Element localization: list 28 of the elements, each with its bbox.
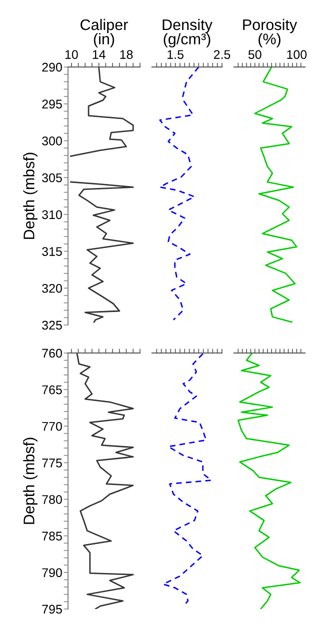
y-tick-label: 325 [42, 320, 62, 330]
x-tick-label: 2.5 [214, 50, 230, 59]
y-tick-label: 320 [42, 284, 62, 293]
y-tick-label: 315 [42, 247, 62, 256]
y-tick-label: 770 [42, 422, 62, 431]
y-tick-label: 300 [42, 136, 62, 146]
x-tick-label: 10 [65, 50, 78, 59]
y-axis-title: Depth (mbsf) [23, 438, 38, 524]
y-tick-label: 780 [42, 495, 62, 504]
y-axis-title: Depth (mbsf) [23, 152, 38, 239]
y-tick-label: 790 [42, 568, 62, 578]
y-tick-label: 765 [42, 385, 62, 394]
y-tick-label: 760 [42, 348, 62, 358]
x-tick-label: 14 [92, 50, 106, 59]
x-tick-label: 1.5 [168, 50, 184, 59]
y-tick-label: 785 [42, 532, 62, 541]
x-tick-label: 50 [248, 50, 262, 59]
y-tick-label: 775 [42, 458, 62, 468]
y-tick-label: 295 [42, 100, 62, 109]
chart-title: Caliper (in) [80, 18, 128, 48]
chart-title: Porosity (%) [243, 18, 298, 48]
y-tick-label: 305 [42, 173, 62, 182]
y-tick-label: 290 [42, 62, 62, 72]
y-tick-label: 310 [42, 210, 62, 220]
x-tick-label: 100 [287, 50, 307, 59]
x-tick-label: 18 [120, 50, 133, 59]
y-tick-label: 795 [42, 604, 62, 614]
chart-title: Density (g/cm³) [162, 18, 212, 48]
